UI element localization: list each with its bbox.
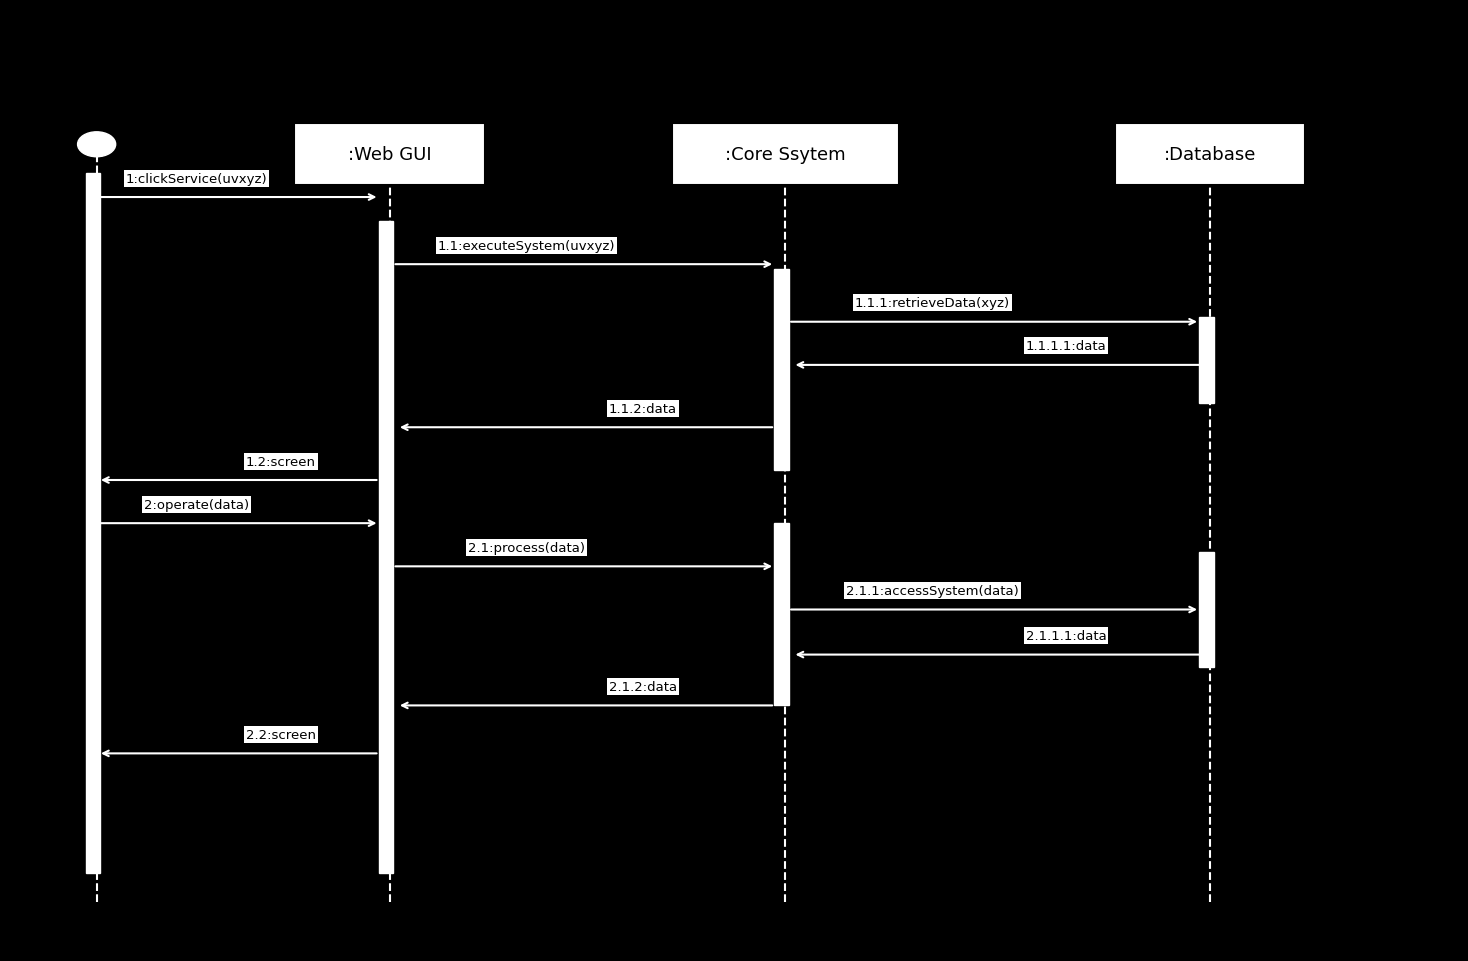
Text: 2:operate(data): 2:operate(data) — [144, 498, 250, 511]
Bar — [672, 124, 898, 185]
Text: 1.1.2:data: 1.1.2:data — [609, 403, 677, 415]
Text: 2.1:process(data): 2.1:process(data) — [468, 541, 584, 554]
Text: 1.2:screen: 1.2:screen — [247, 456, 316, 468]
Bar — [1199, 553, 1214, 667]
Text: 1:clickService(uvxyz): 1:clickService(uvxyz) — [126, 172, 267, 185]
Text: :Core Ssytem: :Core Ssytem — [725, 146, 846, 163]
Text: 1.1:executeSystem(uvxyz): 1.1:executeSystem(uvxyz) — [437, 239, 615, 253]
Text: 2.2:screen: 2.2:screen — [247, 728, 316, 741]
Bar — [774, 270, 788, 471]
Text: 2.1.1:accessSystem(data): 2.1.1:accessSystem(data) — [846, 584, 1019, 598]
Text: :Database: :Database — [1164, 146, 1257, 163]
Text: 2.1.1.1:data: 2.1.1.1:data — [1026, 629, 1107, 643]
Bar — [1116, 124, 1305, 185]
Text: 1.1.1.1:data: 1.1.1.1:data — [1026, 340, 1107, 353]
Text: 1.1.1:retrieveData(xyz): 1.1.1:retrieveData(xyz) — [854, 297, 1010, 310]
Text: :Web GUI: :Web GUI — [348, 146, 432, 163]
Circle shape — [78, 133, 116, 158]
Bar — [85, 174, 100, 874]
Bar — [295, 124, 484, 185]
Bar — [774, 524, 788, 705]
Bar — [379, 222, 393, 874]
Text: 2.1.2:data: 2.1.2:data — [609, 680, 677, 693]
Bar — [1199, 317, 1214, 404]
